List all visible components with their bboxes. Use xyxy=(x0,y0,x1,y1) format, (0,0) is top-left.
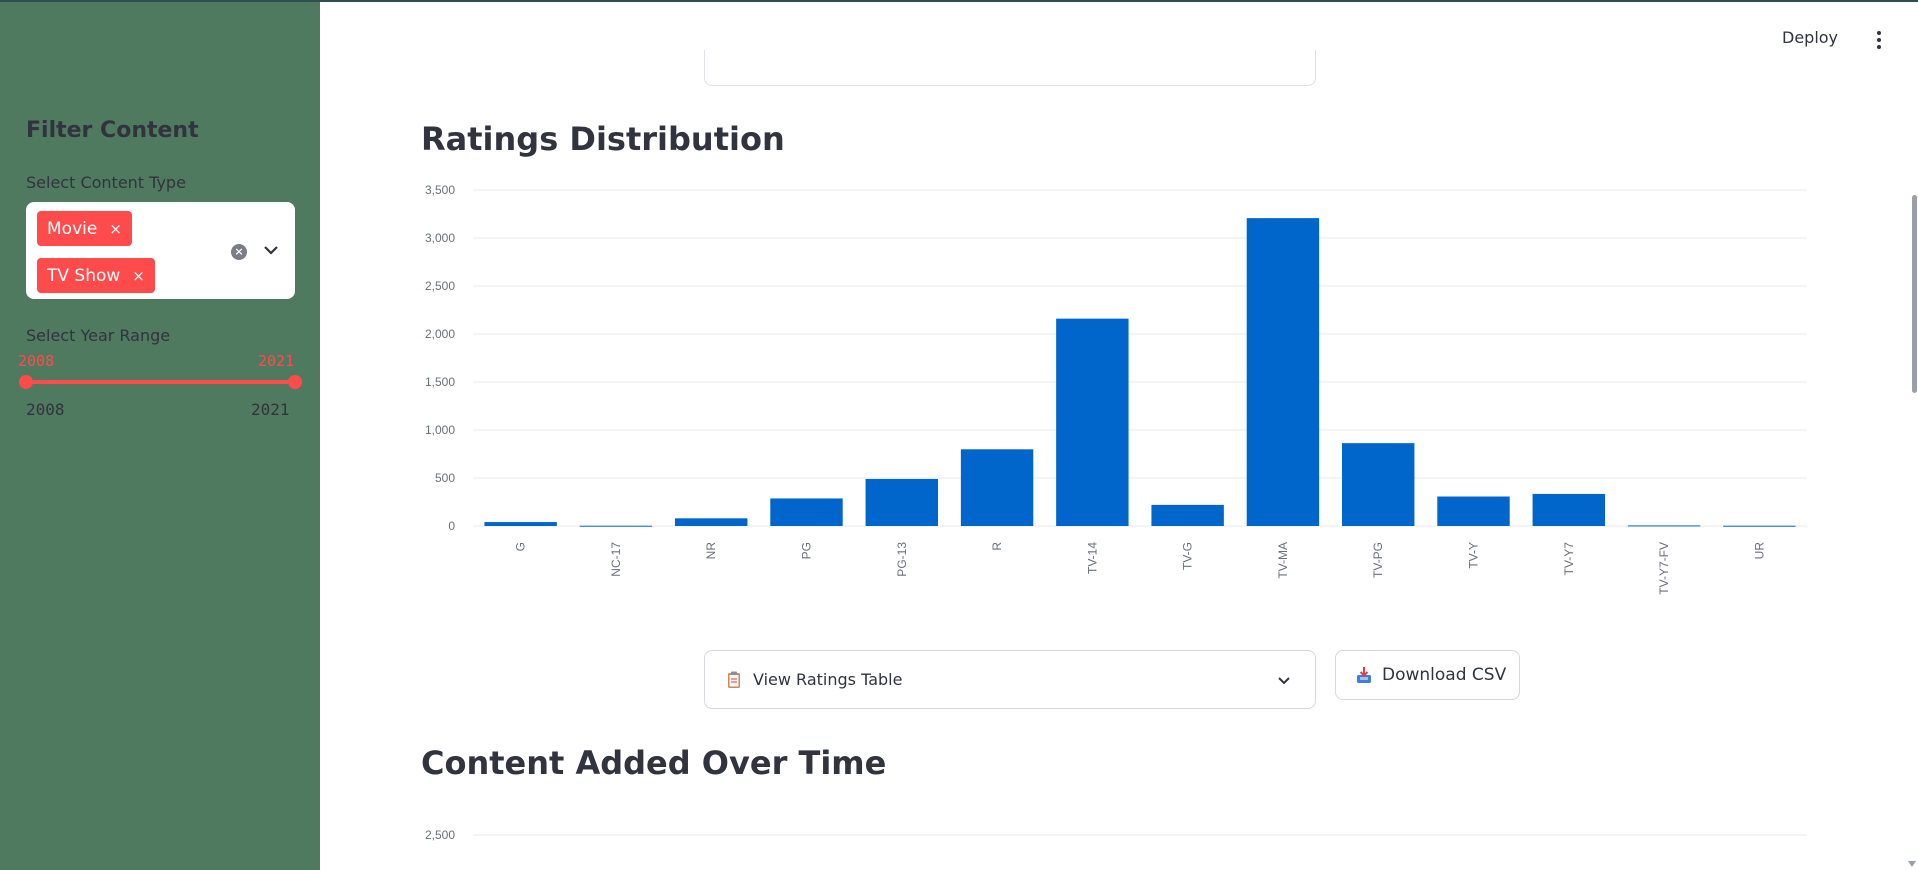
slider-range-min: 2008 xyxy=(26,400,65,419)
y-tick-label: 3,000 xyxy=(425,231,455,245)
tag-tv-show: TV Show × xyxy=(37,258,155,293)
y-tick-label: 2,500 xyxy=(425,279,455,293)
content-type-multiselect[interactable]: Movie × TV Show × × xyxy=(26,202,295,299)
chevron-down-icon xyxy=(1278,677,1290,685)
slider-handle-max[interactable] xyxy=(288,375,302,389)
slider-handle-min[interactable] xyxy=(19,375,33,389)
scrollbar-thumb[interactable] xyxy=(1912,195,1917,393)
x-tick-label: TV-Y7-FV xyxy=(1657,542,1671,595)
bar-nc-17 xyxy=(579,525,653,527)
bar-tv-pg xyxy=(1342,443,1415,526)
sidebar: Filter Content Select Content Type Movie… xyxy=(0,2,320,870)
bar-g xyxy=(484,522,557,526)
bar-tv-y7 xyxy=(1532,493,1605,526)
bar-tv-ma xyxy=(1246,218,1320,526)
expander-label: View Ratings Table xyxy=(753,670,903,689)
bar-tv-y7-fv xyxy=(1627,525,1701,527)
inbox-tray-icon xyxy=(1357,667,1371,683)
previous-expander-bottom xyxy=(704,50,1316,86)
y-tick-label: 500 xyxy=(435,471,455,485)
chevron-down-icon[interactable] xyxy=(260,238,282,262)
remove-tag-tv-show-icon[interactable]: × xyxy=(132,266,145,285)
y-tick-label: 1,000 xyxy=(425,423,455,437)
chart-gridlines xyxy=(473,189,1807,527)
chart-bars xyxy=(484,218,1796,527)
year-range-slider-track[interactable] xyxy=(26,380,295,384)
deploy-button[interactable]: Deploy xyxy=(1782,28,1839,47)
x-tick-label: TV-MA xyxy=(1276,542,1290,579)
slider-current-max: 2021 xyxy=(258,352,295,370)
scroll-down-arrow-icon[interactable] xyxy=(1907,860,1917,868)
y-tick-label: 2,000 xyxy=(425,327,455,341)
remove-tag-movie-icon[interactable]: × xyxy=(109,219,122,238)
content-type-label: Select Content Type xyxy=(26,173,186,192)
bar-tv-y xyxy=(1437,496,1510,526)
sidebar-title: Filter Content xyxy=(26,118,199,143)
x-tick-label: NR xyxy=(704,542,718,560)
year-range-label: Select Year Range xyxy=(26,326,171,345)
more-vertical-icon[interactable] xyxy=(1876,30,1882,50)
x-axis-ticks: G NC-17 NR PG PG-13 R TV-14 TV-G TV-MA TV-PG TV-Y T… xyxy=(514,542,1767,595)
x-tick-label: TV-G xyxy=(1181,542,1195,570)
y-tick-label: 3,500 xyxy=(425,183,455,197)
x-tick-label: PG xyxy=(800,542,814,559)
y-tick-label: 0 xyxy=(448,519,455,533)
ratings-section-title: Ratings Distribution xyxy=(421,120,785,158)
x-tick-label: G xyxy=(514,542,528,551)
y-tick-label: 1,500 xyxy=(425,375,455,389)
bar-nr xyxy=(675,518,748,526)
download-csv-label: Download CSV xyxy=(1382,665,1507,685)
bar-pg-13 xyxy=(865,478,938,526)
x-tick-label: R xyxy=(990,542,1004,551)
bar-ur xyxy=(1723,525,1796,527)
content-over-time-title: Content Added Over Time xyxy=(421,744,887,782)
bar-tv-14 xyxy=(1056,318,1129,526)
tag-label: Movie xyxy=(47,218,98,239)
slider-current-min: 2008 xyxy=(18,352,55,370)
clear-all-icon[interactable]: × xyxy=(231,244,247,260)
tag-label: TV Show xyxy=(47,265,121,286)
x-tick-label: TV-Y xyxy=(1467,542,1481,569)
y-tick-label: 2,500 xyxy=(425,828,455,842)
y-axis-ticks: 0 500 1,000 1,500 2,000 2,500 3,000 3,500 xyxy=(425,183,455,533)
ratings-bar-chart: 0 500 1,000 1,500 2,000 2,500 3,000 3,500 G NC-1… xyxy=(425,183,1807,595)
slider-range-max: 2021 xyxy=(251,400,290,419)
x-tick-label: TV-PG xyxy=(1371,542,1385,578)
tag-movie: Movie × xyxy=(37,211,132,246)
bar-pg xyxy=(770,498,843,526)
download-csv-button[interactable]: Download CSV xyxy=(1335,650,1520,700)
view-ratings-table-expander[interactable]: View Ratings Table xyxy=(704,650,1316,709)
x-tick-label: PG-13 xyxy=(895,542,909,577)
content-over-time-chart: 2,500 xyxy=(425,828,1807,842)
x-tick-label: UR xyxy=(1752,542,1766,560)
x-tick-label: TV-Y7 xyxy=(1562,542,1576,576)
bar-tv-g xyxy=(1151,504,1224,526)
top-accent-bar xyxy=(0,0,1918,2)
x-tick-label: NC-17 xyxy=(609,542,623,577)
clipboard-icon xyxy=(728,671,740,688)
x-tick-label: TV-14 xyxy=(1085,542,1099,574)
bar-r xyxy=(960,449,1034,526)
